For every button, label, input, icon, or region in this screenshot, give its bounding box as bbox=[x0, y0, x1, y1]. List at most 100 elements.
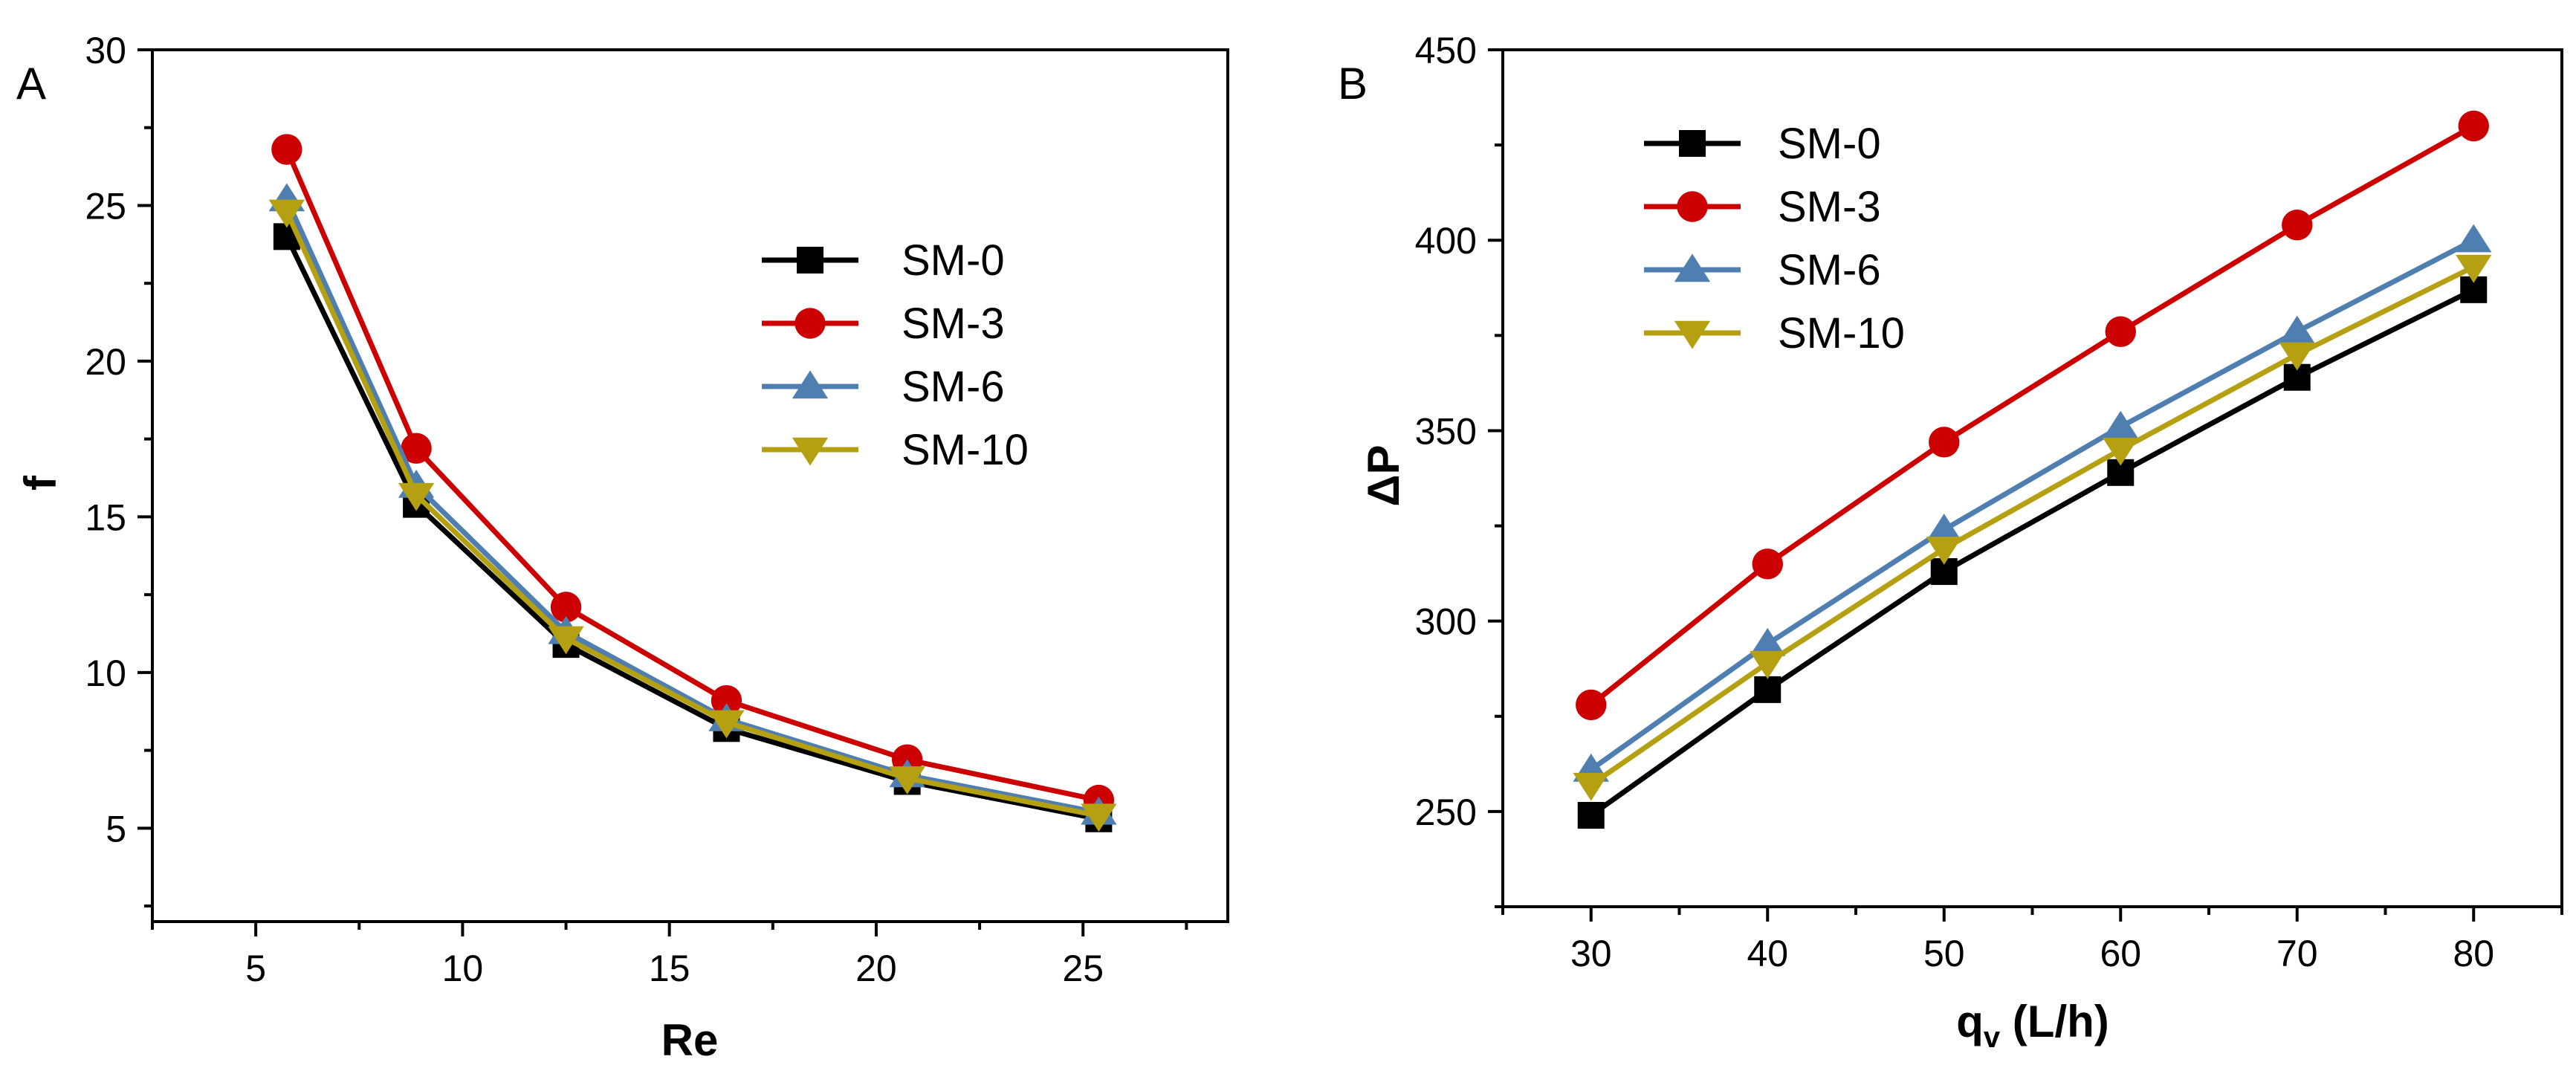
data-point bbox=[708, 710, 745, 739]
panel-a-friction-factor-chart: 5 10 15 20 25 5 10 15 20 25 30 A Re f SM-0 SM-3 SM-6 SM-1… bbox=[16, 30, 1229, 1065]
legend-label: SM-6 bbox=[1778, 246, 1881, 294]
x-axis-title-unit: (L/h) bbox=[2000, 997, 2109, 1046]
legend-label: SM-6 bbox=[902, 363, 1005, 411]
data-point bbox=[2282, 210, 2313, 241]
data-point bbox=[1754, 676, 1781, 703]
series-line bbox=[284, 198, 1100, 815]
series-sm-6 bbox=[1573, 224, 2492, 782]
data-point bbox=[1573, 772, 1609, 801]
x-tick-label: 20 bbox=[855, 948, 897, 989]
data-point bbox=[548, 626, 584, 655]
legend-label: SM-3 bbox=[1778, 183, 1881, 231]
x-tick-label: 60 bbox=[2100, 933, 2141, 974]
series-sm-10 bbox=[268, 199, 1117, 832]
data-point bbox=[2456, 254, 2492, 283]
x-axis-title-subscript: v bbox=[1984, 1021, 2001, 1054]
legend-item-sm-3: SM-3 bbox=[1644, 183, 1881, 231]
x-axis-title: Re bbox=[661, 1015, 719, 1065]
legend-item-sm-3: SM-3 bbox=[762, 300, 1005, 348]
series-sm-10 bbox=[1573, 254, 2492, 801]
legend-item-sm-0: SM-0 bbox=[1644, 120, 1881, 168]
y-tick-label: 250 bbox=[1415, 792, 1477, 833]
legend-item-sm-6: SM-6 bbox=[1644, 246, 1881, 294]
data-point bbox=[1750, 650, 1786, 679]
x-tick-label: 30 bbox=[1570, 933, 1612, 974]
x-tick-label: 5 bbox=[245, 948, 266, 989]
data-point bbox=[271, 134, 302, 165]
x-axis-title-main: Re bbox=[661, 1015, 719, 1065]
legend-item-sm-10: SM-10 bbox=[762, 426, 1029, 474]
legend-marker bbox=[1679, 130, 1706, 157]
x-tick-label: 70 bbox=[2276, 933, 2318, 974]
y-axis-title: f bbox=[16, 475, 65, 491]
data-point bbox=[1577, 802, 1605, 829]
y-tick-label: 5 bbox=[106, 808, 126, 849]
x-tick-label: 50 bbox=[1923, 933, 1965, 974]
data-point bbox=[889, 766, 925, 794]
data-point bbox=[2103, 410, 2139, 439]
data-point bbox=[401, 433, 432, 464]
data-point bbox=[268, 199, 305, 228]
x-tick-label: 25 bbox=[1062, 948, 1104, 989]
data-point bbox=[2103, 437, 2139, 466]
legend-marker bbox=[1674, 320, 1711, 349]
y-tick-label: 350 bbox=[1415, 410, 1477, 452]
y-tick-label: 20 bbox=[85, 341, 126, 383]
data-point bbox=[1576, 689, 1607, 721]
legend-marker bbox=[792, 370, 829, 399]
legend-item-sm-6: SM-6 bbox=[762, 363, 1005, 411]
x-tick-label: 15 bbox=[649, 948, 690, 989]
y-tick-label: 10 bbox=[85, 653, 126, 694]
legend-item-sm-0: SM-0 bbox=[762, 236, 1005, 285]
panel-label: A bbox=[16, 59, 46, 109]
data-point bbox=[2456, 224, 2492, 253]
y-tick-label: 400 bbox=[1415, 220, 1477, 262]
legend-marker bbox=[1674, 253, 1711, 282]
legend-label: SM-3 bbox=[902, 300, 1005, 348]
x-axis-title: qv (L/h) bbox=[1956, 997, 2109, 1054]
panel-b-pressure-drop-chart: 30 40 50 60 70 80 250 300 350 400 450 Bqv (L/h) ΔP SM… bbox=[1338, 30, 2563, 1054]
legend-marker bbox=[797, 247, 823, 274]
legend-label: SM-0 bbox=[902, 236, 1005, 285]
x-axis-title-main: q bbox=[1956, 997, 1984, 1046]
y-tick-label: 300 bbox=[1415, 601, 1477, 643]
y-tick-label: 15 bbox=[85, 496, 126, 538]
data-point bbox=[1926, 537, 1962, 565]
data-point bbox=[398, 482, 435, 511]
legend-label: SM-10 bbox=[902, 426, 1029, 474]
y-axis-title: ΔP bbox=[1359, 444, 1408, 506]
series-line bbox=[284, 235, 1100, 822]
data-point bbox=[1929, 427, 1960, 458]
data-point bbox=[1750, 627, 1786, 656]
series-line bbox=[1589, 123, 2475, 708]
legend: SM-0 SM-3 SM-6 SM-10 bbox=[1644, 120, 1905, 357]
series-line bbox=[1589, 287, 2475, 818]
x-tick-label: 80 bbox=[2453, 933, 2494, 974]
y-tick-label: 25 bbox=[85, 185, 126, 227]
panel-label: B bbox=[1338, 59, 1368, 109]
series-line bbox=[284, 148, 1100, 803]
series-line bbox=[284, 210, 1100, 818]
legend: SM-0 SM-3 SM-6 SM-10 bbox=[762, 236, 1029, 474]
data-point bbox=[1752, 548, 1783, 580]
y-tick-label: 30 bbox=[85, 30, 126, 71]
data-point bbox=[711, 685, 742, 716]
x-tick-label: 40 bbox=[1747, 933, 1788, 974]
legend-item-sm-10: SM-10 bbox=[1644, 309, 1905, 357]
series-sm-0 bbox=[1577, 276, 2488, 829]
legend-marker bbox=[795, 308, 826, 339]
plot-frame bbox=[151, 48, 1229, 923]
data-point bbox=[1081, 803, 1117, 832]
data-point bbox=[1926, 514, 1962, 542]
data-point bbox=[2458, 110, 2489, 142]
data-point bbox=[2105, 316, 2136, 347]
series-sm-3 bbox=[1576, 110, 2489, 721]
data-point bbox=[550, 592, 582, 623]
legend-label: SM-10 bbox=[1778, 309, 1905, 357]
series-line bbox=[1589, 238, 2475, 772]
legend-label: SM-0 bbox=[1778, 120, 1881, 168]
legend-marker bbox=[1677, 191, 1708, 222]
y-tick-label: 450 bbox=[1415, 30, 1477, 71]
x-tick-label: 10 bbox=[442, 948, 484, 989]
